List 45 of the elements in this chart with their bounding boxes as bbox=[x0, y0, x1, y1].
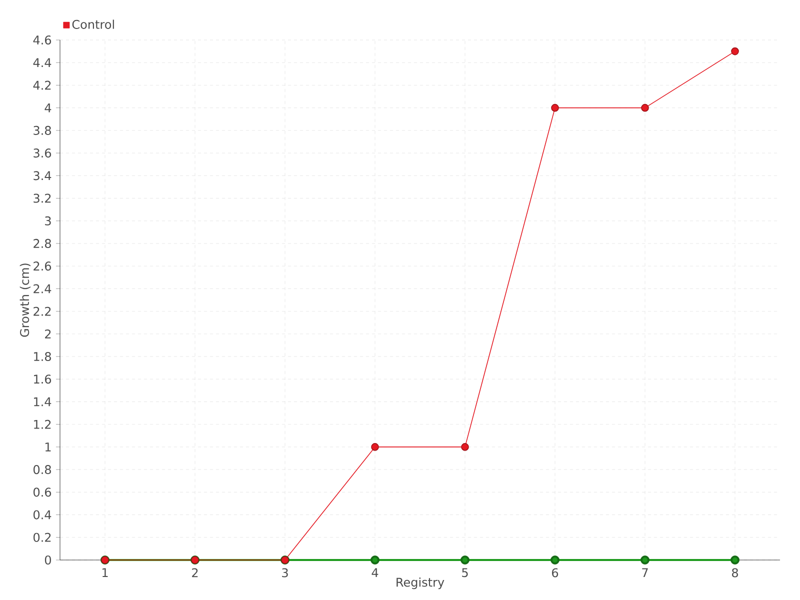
y-tick-label: 4.6 bbox=[33, 35, 52, 45]
y-tick-label: 3.2 bbox=[34, 194, 51, 203]
x-tick-label: 3 bbox=[282, 568, 288, 578]
y-tick-label: 0.2 bbox=[34, 532, 51, 542]
y-tick-label: 2.4 bbox=[34, 284, 52, 294]
y-tick-label: 0.4 bbox=[34, 510, 52, 520]
y-tick-label: 2.2 bbox=[34, 306, 51, 316]
point bbox=[731, 47, 739, 56]
y-tick-label: 1.8 bbox=[34, 352, 51, 362]
x-tick-label: 2 bbox=[192, 568, 198, 578]
point bbox=[641, 104, 649, 112]
y-tick-label: 4 bbox=[44, 103, 52, 112]
x-tick-label: 6 bbox=[552, 568, 558, 578]
y-tick-label: 2.6 bbox=[34, 262, 52, 271]
point bbox=[551, 104, 559, 112]
y-tick-label: 1.6 bbox=[34, 374, 52, 384]
y-tick-label: 1.2 bbox=[34, 420, 51, 429]
y-axis-title: Growth (cm) bbox=[20, 264, 31, 337]
x-tick-label: 1 bbox=[102, 568, 108, 577]
x-tick-label: 4 bbox=[372, 568, 378, 577]
y-tick-label: 2 bbox=[45, 329, 51, 338]
x-tick-label: 7 bbox=[642, 568, 648, 577]
point bbox=[371, 443, 379, 451]
y-tick-label: 0.8 bbox=[34, 465, 51, 474]
point bbox=[640, 556, 650, 564]
point bbox=[370, 556, 380, 564]
point bbox=[460, 556, 470, 564]
y-tick-label: 4.2 bbox=[33, 80, 51, 90]
y-tick-label: 1.4 bbox=[34, 397, 52, 406]
y-tick-label: 3 bbox=[45, 216, 51, 226]
point bbox=[550, 556, 560, 564]
x-axis-title: Registry bbox=[396, 577, 444, 590]
legend-label: Control bbox=[72, 20, 114, 29]
y-tick-label: 1 bbox=[45, 442, 51, 452]
y-tick-label: 2.8 bbox=[34, 238, 51, 248]
point bbox=[461, 443, 469, 451]
y-tick-label: 4.4 bbox=[33, 58, 52, 67]
y-tick-label: 3.6 bbox=[34, 148, 52, 158]
y-tick-label: 3.8 bbox=[34, 126, 51, 135]
y-tick-label: 0 bbox=[44, 555, 52, 565]
y-tick-label: 3.4 bbox=[34, 171, 52, 180]
point bbox=[730, 556, 740, 564]
x-tick-label: 5 bbox=[462, 568, 468, 578]
y-tick-label: 0.6 bbox=[34, 488, 52, 497]
x-tick-label: 8 bbox=[732, 568, 738, 578]
